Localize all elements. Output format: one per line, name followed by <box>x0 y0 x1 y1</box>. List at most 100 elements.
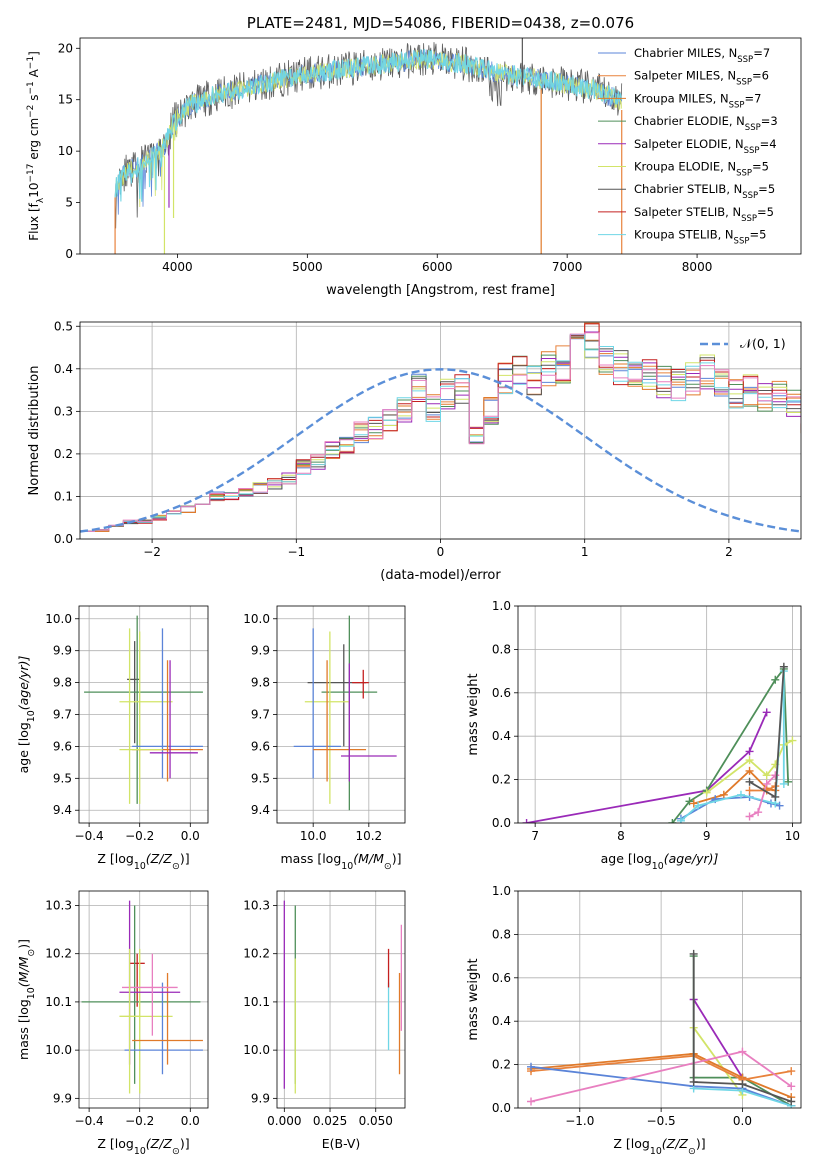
weight-series-marker <box>787 1097 796 1106</box>
weight-series-marker <box>762 771 771 780</box>
y-tick-label: 9.6 <box>53 739 72 753</box>
x-axis-label-part: 10 <box>650 1146 662 1157</box>
weight-series-marker <box>745 747 754 756</box>
y-axis-label-part: s <box>27 95 41 105</box>
y-axis-label: mass weight <box>466 673 481 755</box>
x-tick-label: 6000 <box>422 260 453 274</box>
legend-n: , N <box>713 91 729 105</box>
weight-series-marker <box>719 790 728 799</box>
y-tick-label: 0.0 <box>54 532 73 546</box>
y-tick-label: 0.6 <box>492 686 511 700</box>
x-axis-label: Z [log10(Z/Z⊙)] <box>97 851 189 872</box>
weight-series-marker <box>738 1047 747 1056</box>
weight-series-marker <box>787 1067 796 1076</box>
weight-series-marker <box>527 1062 536 1071</box>
histogram-series <box>80 335 801 532</box>
y-axis-label-part: 10 <box>27 183 41 198</box>
x-axis-label-part: (Z/Z <box>146 851 173 866</box>
legend-nssp: 5 <box>759 228 766 242</box>
legend-sub: SSP <box>745 123 761 133</box>
legend-n: , N <box>720 69 736 83</box>
y-tick-label: 9.9 <box>53 644 72 658</box>
y-tick-label: 9.4 <box>251 803 270 817</box>
x-axis-label-part: ⊙ <box>384 861 392 872</box>
legend-sub: SSP <box>742 191 758 201</box>
x-axis-label: Z [log10(Z/Z⊙)] <box>97 1136 189 1157</box>
y-tick-label: 0.8 <box>492 642 511 656</box>
x-tick-label: 0.0 <box>733 1114 752 1128</box>
legend-nssp: 3 <box>770 114 777 128</box>
x-axis-label: E(B-V) <box>322 1136 361 1151</box>
x-tick-label: −1 <box>287 545 305 559</box>
legend-name: Salpeter STELIB <box>634 205 725 219</box>
x-axis-label-part: Z [log <box>613 1136 649 1151</box>
y-axis-label-part: erg cm <box>27 118 41 164</box>
weight-series-marker <box>745 766 754 775</box>
weight-series-line <box>530 1065 792 1107</box>
normal-curve <box>80 368 801 533</box>
weight-series-marker <box>779 662 788 671</box>
y-axis-label-part: )] <box>16 939 31 949</box>
legend-entry: Chabrier STELIB, NSSP=5 <box>634 182 775 201</box>
x-tick-label: 0.0 <box>181 829 200 843</box>
x-axis-label-part: 10 <box>134 861 146 872</box>
weight-series-marker <box>775 801 784 810</box>
axes-frame <box>78 890 209 1109</box>
y-axis-label-part: −2 <box>26 105 36 118</box>
x-tick-label: 0 <box>437 545 445 559</box>
legend-n: , N <box>720 160 736 174</box>
y-tick-label: 9.9 <box>251 644 270 658</box>
legend-name: Kroupa ELODIE <box>634 160 720 174</box>
axes-frame <box>517 890 802 1109</box>
weight-series-marker <box>689 799 698 808</box>
y-tick-label: 0.4 <box>54 362 73 376</box>
y-axis-label-part: −1 <box>26 56 36 69</box>
x-axis-label-part: )] <box>180 851 190 866</box>
y-axis-label: age [log10(age/yr)] <box>16 655 37 773</box>
spectrum-legend: Chabrier MILES, NSSP=7 Salpeter MILES, NS… <box>598 46 778 247</box>
y-tick-label: 9.7 <box>53 708 72 722</box>
y-tick-label: 10.0 <box>45 1043 72 1057</box>
y-tick-label: 15 <box>58 93 73 107</box>
histogram-series <box>80 332 801 532</box>
weight-vs-Z-chart: −1.0 −0.5 0.0 0.0 0.2 0.4 0.6 0.8 1.0 <box>492 884 802 1128</box>
spectrum-line <box>114 48 623 202</box>
x-axis-label-part: ⊙ <box>172 1146 180 1157</box>
weight-series-marker <box>676 816 685 823</box>
weight-vs-age-chart: 7 8 9 10 0.0 0.2 0.4 0.6 0.8 1.0 <box>492 599 802 843</box>
y-axis-label-part: −17 <box>26 164 36 183</box>
weight-series-marker <box>527 1097 536 1106</box>
x-axis-label-part: Z [log <box>97 851 133 866</box>
weight-vs-Z-chart-plot-area <box>527 949 796 1108</box>
legend-n: , N <box>726 182 742 196</box>
x-axis-label-part: (Z/Z <box>662 1136 689 1151</box>
legend-sub: SSP <box>736 169 752 179</box>
weight-series-marker <box>745 756 754 765</box>
y-tick-label: 10.2 <box>45 947 72 961</box>
x-tick-label: −0.2 <box>125 829 154 843</box>
mass-vs-EBV-chart: 0.000 0.025 0.050 9.9 10.0 10.1 10.2 10.3 <box>243 890 406 1128</box>
x-axis-label-part: mass [log <box>281 851 342 866</box>
x-axis-label-part: 10 <box>652 861 664 872</box>
y-tick-label: 10 <box>58 144 73 158</box>
x-axis-label-part: )] <box>696 1136 706 1151</box>
legend-eq: = <box>761 114 771 128</box>
x-tick-label: −1.0 <box>565 1114 594 1128</box>
y-tick-label: 10.0 <box>45 612 72 626</box>
x-axis-label: age [log10(age/yr)] <box>601 851 719 872</box>
x-tick-label: 0.050 <box>359 1114 393 1128</box>
legend-entry: Chabrier ELODIE, NSSP=3 <box>634 114 778 133</box>
y-axis-label-part: age [log <box>16 722 31 773</box>
y-axis-label-part: mass [log <box>16 999 31 1060</box>
gridlines <box>79 891 208 1108</box>
legend-entry: Chabrier MILES, NSSP=7 <box>634 46 770 65</box>
weight-series-marker <box>522 819 531 823</box>
weight-series-marker <box>754 808 763 817</box>
weight-series-marker <box>745 777 754 786</box>
gridlines <box>277 891 405 1108</box>
x-tick-label: −0.5 <box>647 1114 676 1128</box>
legend-entry: Salpeter MILES, NSSP=6 <box>634 69 769 88</box>
y-axis-label-part: Flux [f <box>27 202 41 240</box>
legend-nssp: 7 <box>754 91 761 105</box>
